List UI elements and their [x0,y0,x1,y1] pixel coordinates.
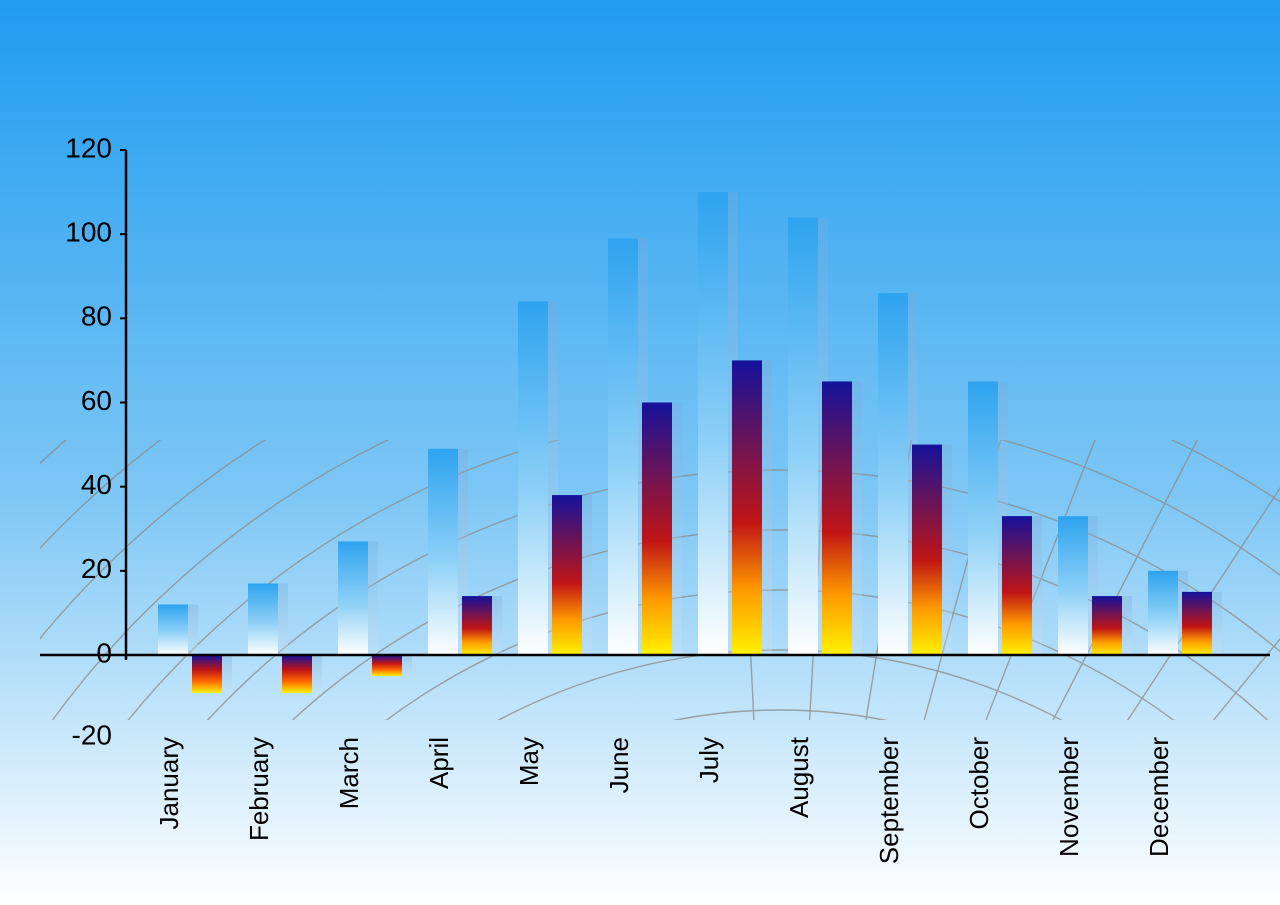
x-category-label: August [784,736,814,818]
x-category-label: May [514,737,544,786]
y-tick-label: 20 [81,553,112,584]
bar-series-b [282,655,312,693]
bar-series-a [248,583,278,655]
bar-series-a [428,449,458,655]
x-category-label: February [244,737,274,841]
bar-series-a [968,381,998,655]
bar-series-b [192,655,222,693]
bar-series-b [732,360,762,655]
y-tick-label: 80 [81,301,112,332]
bar-series-b [552,495,582,655]
x-category-label: March [334,737,364,809]
bar-series-b [912,445,942,655]
x-category-label: December [1144,737,1174,857]
x-category-label: April [424,737,454,789]
bar-series-b [642,403,672,656]
bar-series-a [878,293,908,655]
y-tick-label: 100 [65,217,112,248]
y-tick-label: -20 [72,719,112,750]
x-category-label: September [874,737,904,865]
y-tick-label: 0 [96,637,112,668]
bar-series-b [1002,516,1032,655]
bar-series-b [822,381,852,655]
x-category-label: July [694,737,724,783]
bar-series-b [1182,592,1212,655]
bar-series-a [158,605,188,656]
x-category-label: January [154,737,184,830]
bar-series-a [788,217,818,655]
y-tick-label: 60 [81,385,112,416]
bar-series-a [608,238,638,655]
x-category-label: November [1054,737,1084,857]
y-tick-label: 40 [81,469,112,500]
x-category-label: October [964,737,994,830]
bar-series-a [338,541,368,655]
bar-series-a [698,192,728,655]
x-category-label: June [604,737,634,793]
bar-series-a [1148,571,1178,655]
chart-svg: -20 0 20 40 60 80 100 120 January February March A… [0,0,1280,905]
bar-series-a [1058,516,1088,655]
chart-container: -20 0 20 40 60 80 100 120 January February March A… [0,0,1280,905]
y-tick-label: 120 [65,132,112,163]
bar-series-a [518,302,548,656]
bar-series-b [462,596,492,655]
bar-series-b [1092,596,1122,655]
bar-series-b [372,655,402,676]
